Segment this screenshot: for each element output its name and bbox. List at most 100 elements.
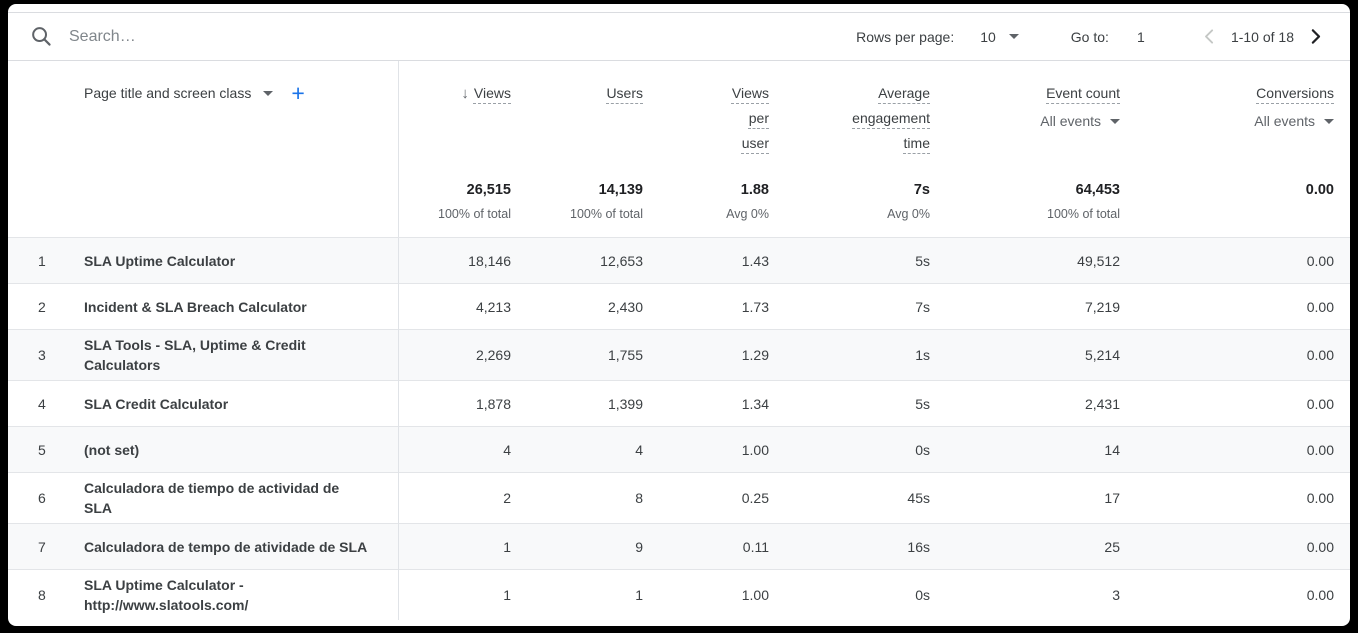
totals-event-count-cell: 64,453 100% of total	[946, 169, 1136, 238]
totals-conversions: 0.00	[1305, 182, 1334, 198]
views-cell: 1	[397, 569, 527, 620]
avg-engagement-time-cell: 1s	[785, 329, 946, 381]
column-header-views-per-user[interactable]: Views per user	[731, 85, 769, 151]
column-header-users[interactable]: Users	[606, 85, 643, 101]
event-count-cell: 49,512	[946, 237, 1136, 284]
conversions-cell: 0.00	[1136, 329, 1350, 381]
views-per-user-cell: 1.00	[659, 426, 785, 473]
event-count-cell: 7,219	[946, 283, 1136, 330]
dimension-header[interactable]: Page title and screen class	[84, 85, 252, 101]
totals-event-count-sub: 100% of total	[1047, 207, 1120, 221]
avg-engagement-time-cell: 5s	[785, 237, 946, 284]
pagination-controls: Rows per page: 10 Go to: 1-10 of 18	[856, 26, 1326, 47]
row-number: 7	[8, 523, 68, 570]
column-header-conversions[interactable]: Conversions	[1256, 85, 1334, 101]
totals-avg-engagement-cell: 7s Avg 0%	[785, 169, 946, 238]
column-header-event-count[interactable]: Event count	[1046, 85, 1120, 101]
users-cell: 8	[527, 472, 659, 524]
totals-views: 26,515	[466, 182, 511, 198]
conversions-filter-select[interactable]: All events	[1137, 109, 1334, 134]
chevron-down-icon[interactable]	[263, 91, 274, 96]
conversions-cell: 0.00	[1136, 283, 1350, 330]
table-row: 3 SLA Tools - SLA, Uptime & Credit Calcu…	[8, 329, 1350, 381]
goto-page-label: Go to:	[1070, 28, 1109, 45]
page-title-cell: SLA Credit Calculator	[68, 380, 398, 427]
event-count-cell: 25	[946, 523, 1136, 570]
views-cell: 2,269	[397, 329, 527, 381]
table-toolbar: Rows per page: 10 Go to: 1-10 of 18	[8, 12, 1350, 61]
users-cell: 1	[527, 569, 659, 620]
conversions-cell: 0.00	[1136, 237, 1350, 284]
table-row: 7 Calculadora de tempo de atividade de S…	[8, 523, 1350, 570]
search-input[interactable]	[67, 26, 857, 47]
totals-views-per-user: 1.88	[740, 182, 769, 198]
conversions-cell: 0.00	[1136, 569, 1350, 620]
views-cell: 1,878	[397, 380, 527, 427]
views-cell: 4	[397, 426, 527, 473]
column-header-avg-engagement-time[interactable]: Average engagement time	[852, 85, 930, 151]
event-count-cell: 14	[946, 426, 1136, 473]
table-row: 1 SLA Uptime Calculator 18,146 12,653 1.…	[8, 237, 1350, 284]
previous-page-button[interactable]	[1199, 26, 1220, 47]
next-page-button[interactable]	[1305, 26, 1326, 47]
column-header-views[interactable]: Views	[473, 85, 511, 101]
pagination-range: 1-10 of 18	[1230, 28, 1294, 45]
row-number-header	[8, 61, 68, 169]
page-title-cell: Incident & SLA Breach Calculator	[68, 283, 398, 330]
views-per-user-cell: 1.43	[659, 237, 785, 284]
event-count-filter-select[interactable]: All events	[947, 109, 1120, 134]
column-header-conversions-cell: Conversions All events	[1136, 61, 1350, 169]
goto-page-input[interactable]	[1134, 27, 1165, 46]
page-title-cell: Calculadora de tempo de atividade de SLA	[68, 523, 398, 570]
users-cell: 9	[527, 523, 659, 570]
chevron-down-icon	[1008, 34, 1019, 39]
rows-per-page-select[interactable]: 10	[980, 29, 1019, 45]
users-cell: 1,399	[527, 380, 659, 427]
page-title-cell: (not set)	[68, 426, 398, 473]
row-number: 4	[8, 380, 68, 427]
views-cell: 2	[397, 472, 527, 524]
column-header-views-per-user-cell: Views per user	[659, 61, 785, 169]
column-header-event-count-cell: Event count All events	[946, 61, 1136, 169]
views-cell: 4,213	[397, 283, 527, 330]
avg-engagement-time-cell: 5s	[785, 380, 946, 427]
row-number: 3	[8, 329, 68, 381]
search-icon	[30, 25, 53, 48]
views-cell: 1	[397, 523, 527, 570]
totals-event-count: 64,453	[1075, 182, 1120, 198]
conversions-cell: 0.00	[1136, 426, 1350, 473]
totals-views-cell: 26,515 100% of total	[397, 169, 527, 238]
event-count-cell: 17	[946, 472, 1136, 524]
avg-engagement-time-cell: 0s	[785, 569, 946, 620]
users-cell: 2,430	[527, 283, 659, 330]
totals-users-cell: 14,139 100% of total	[527, 169, 659, 238]
totals-views-sub: 100% of total	[438, 207, 511, 221]
table-row: 4 SLA Credit Calculator 1,878 1,399 1.34…	[8, 380, 1350, 427]
row-number: 6	[8, 472, 68, 524]
totals-row: 26,515 100% of total 14,139 100% of tota…	[8, 169, 1350, 238]
avg-engagement-time-cell: 16s	[785, 523, 946, 570]
table-row: 2 Incident & SLA Breach Calculator 4,213…	[8, 283, 1350, 330]
page-title-cell: SLA Uptime Calculator - http://www.slato…	[68, 569, 398, 620]
totals-avg-engagement-sub: Avg 0%	[887, 207, 930, 221]
report-table-card: Rows per page: 10 Go to: 1-10 of 18	[8, 4, 1350, 626]
users-cell: 4	[527, 426, 659, 473]
avg-engagement-time-cell: 45s	[785, 472, 946, 524]
table-body: 1 SLA Uptime Calculator 18,146 12,653 1.…	[8, 237, 1350, 620]
row-number: 5	[8, 426, 68, 473]
row-number: 2	[8, 283, 68, 330]
users-cell: 1,755	[527, 329, 659, 381]
totals-views-per-user-sub: Avg 0%	[726, 207, 769, 221]
totals-avg-engagement: 7s	[913, 182, 930, 198]
users-cell: 12,653	[527, 237, 659, 284]
rows-per-page-value: 10	[980, 28, 996, 45]
chevron-down-icon	[1324, 119, 1334, 124]
table-row: 6 Calculadora de tiempo de actividad de …	[8, 472, 1350, 524]
event-count-cell: 5,214	[946, 329, 1136, 381]
event-count-cell: 2,431	[946, 380, 1136, 427]
add-dimension-button[interactable]: +	[291, 80, 305, 106]
avg-engagement-time-cell: 7s	[785, 283, 946, 330]
views-per-user-cell: 1.29	[659, 329, 785, 381]
rows-per-page-label: Rows per page:	[856, 28, 955, 45]
totals-views-per-user-cell: 1.88 Avg 0%	[659, 169, 785, 238]
